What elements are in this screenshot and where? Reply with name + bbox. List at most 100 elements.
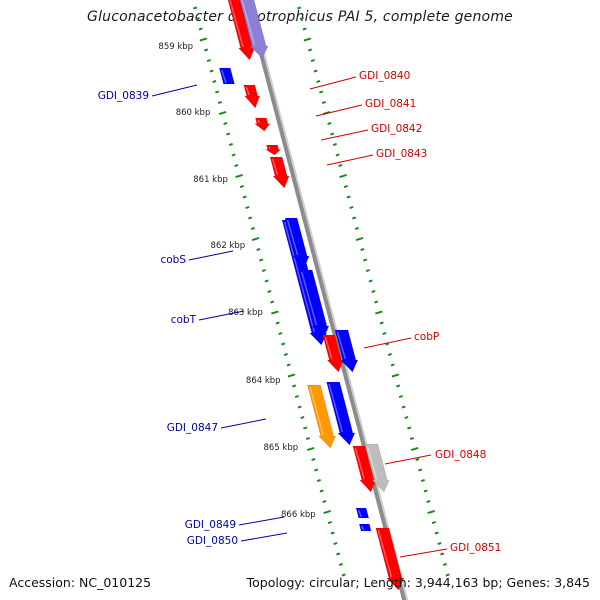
inner-tick-mark	[294, 395, 299, 398]
outer-tick-mark	[440, 552, 445, 556]
gene-arrow-gdi-0843-highlight	[268, 146, 271, 149]
gene-arrow-cobs-top[interactable]	[284, 217, 310, 269]
outer-tick-mark	[371, 290, 376, 293]
gene-arrow-gdi-0847[interactable]	[326, 381, 356, 446]
inner-tick-mark	[314, 468, 319, 472]
inner-tick-mark	[271, 310, 279, 315]
gene-arrow-gdi-0839[interactable]	[218, 67, 237, 85]
gene-label-gdi-0842[interactable]: GDI_0842	[371, 123, 422, 135]
inner-tick-mark	[209, 69, 214, 73]
outer-tick-mark	[302, 27, 307, 31]
inner-tick-mark	[245, 206, 250, 209]
gene-label-cobp[interactable]: cobP	[414, 331, 439, 343]
inner-tick-mark	[292, 384, 297, 388]
gene-arrow-gdi-0841[interactable]	[243, 84, 261, 109]
outer-tick-mark	[355, 236, 364, 242]
gene-arrow-gdi-0842[interactable]	[254, 117, 271, 132]
gene-arrow-gdi-0843b[interactable]	[269, 156, 290, 189]
gene-label-gdi-0843-leader	[326, 154, 374, 166]
inner-tick-mark	[323, 509, 331, 515]
gene-label-cobs[interactable]: cobS	[160, 254, 186, 266]
gene-arrow-gdi-0848-gray[interactable]	[364, 443, 390, 493]
gene-label-gdi-0849-leader	[238, 516, 285, 526]
gene-arrow-cobt-highlight	[301, 271, 318, 326]
inner-tick-mark	[281, 342, 286, 346]
outer-tick-mark	[404, 416, 409, 419]
gene-arrow-purple[interactable]	[239, 0, 269, 59]
inner-tick-mark	[228, 143, 233, 146]
outer-tick-mark	[407, 426, 412, 430]
gene-label-gdi-0839[interactable]: GDI_0839	[98, 90, 149, 102]
gene-arrow-gdi-0851-highlight	[377, 529, 393, 578]
genome-title: Gluconacetobacter diazotrophicus PAI 5, …	[87, 9, 513, 25]
inner-tick-mark	[327, 521, 332, 524]
outer-tick-mark	[374, 300, 379, 304]
gene-label-cobt[interactable]: cobT	[171, 314, 197, 326]
outer-tick-mark	[387, 353, 392, 356]
gene-arrow-purple-highlight	[241, 0, 256, 46]
gene-label-gdi-0851[interactable]: GDI_0851	[450, 542, 501, 554]
outer-tick-mark	[310, 59, 315, 62]
outer-tick-mark	[360, 248, 365, 251]
kbp-tick-label: 860 kbp	[176, 108, 211, 118]
gene-arrow-cobt[interactable]	[298, 269, 330, 339]
gene-label-gdi-0848[interactable]: GDI_0848	[435, 449, 486, 461]
inner-tick-mark	[316, 479, 321, 482]
kbp-tick-label: 862 kbp	[211, 241, 246, 251]
outer-tick-mark	[437, 542, 442, 545]
gene-label-gdi-0843[interactable]: GDI_0843	[376, 148, 427, 160]
inner-tick-mark	[198, 27, 203, 31]
gene-arrow-gdi-0843b-highlight	[271, 158, 279, 176]
outer-tick-mark	[427, 509, 435, 515]
gene-arrow-cobp[interactable]	[322, 334, 344, 373]
gene-arrow-cobs-top-highlight	[286, 219, 299, 256]
gene-label-gdi-0850[interactable]: GDI_0850	[187, 535, 238, 547]
outer-tick-mark	[338, 164, 343, 167]
inner-tick-mark	[239, 185, 244, 188]
outer-tick-mark	[445, 573, 450, 577]
gene-arrow-cobp-rev[interactable]	[334, 329, 359, 373]
gene-label-cobs-leader	[188, 250, 234, 261]
outer-tick-mark	[375, 310, 383, 315]
inner-tick-mark	[212, 80, 217, 83]
inner-tick-mark	[306, 446, 315, 452]
gene-label-gdi-0840[interactable]: GDI_0840	[359, 70, 410, 82]
gene-arrow-gdi-0847-orange[interactable]	[307, 384, 337, 449]
inner-tick-mark	[270, 300, 275, 304]
inner-tick-mark	[341, 573, 346, 577]
outer-tick-mark	[418, 468, 423, 472]
gene-label-gdi-0847[interactable]: GDI_0847	[167, 422, 218, 434]
outer-tick-mark	[415, 458, 420, 461]
gene-arrow-gdi-0843[interactable]	[264, 144, 282, 156]
outer-tick-mark	[426, 500, 431, 503]
inner-tick-mark	[278, 332, 283, 335]
inner-tick-mark	[305, 437, 310, 440]
gene-label-gdi-0849[interactable]: GDI_0849	[185, 519, 236, 531]
inner-tick-mark	[275, 321, 280, 325]
inner-tick-mark	[215, 90, 220, 94]
inner-tick-mark	[322, 500, 327, 503]
gene-arrow-gdi-0849-highlight	[357, 509, 362, 518]
gene-label-gdi-0839-leader	[151, 84, 198, 97]
gene-arrow-gdi-0848[interactable]	[352, 445, 377, 493]
gene-arrow-gdi-0847-orange-highlight	[309, 386, 324, 436]
inner-tick-mark	[242, 195, 247, 199]
gene-arrow-gdi-0849[interactable]	[355, 507, 371, 519]
inner-tick-mark	[297, 405, 302, 409]
outer-tick-mark	[420, 479, 425, 482]
gene-arrow-gdi-0840[interactable]	[227, 0, 256, 61]
inner-tick-mark	[193, 6, 198, 10]
outer-tick-mark	[335, 153, 340, 157]
outer-tick-mark	[330, 132, 335, 136]
inner-tick-mark	[300, 416, 305, 419]
outer-tick-mark	[349, 206, 354, 209]
kbp-tick-label: 861 kbp	[193, 175, 228, 185]
outer-tick-mark	[365, 269, 370, 272]
gene-arrow-gdi-0850-highlight	[361, 525, 365, 531]
outer-tick-mark	[442, 563, 447, 566]
gene-arrow-gdi-0850[interactable]	[358, 523, 374, 532]
inner-tick-mark	[283, 353, 288, 356]
gene-label-gdi-0841[interactable]: GDI_0841	[365, 98, 416, 110]
gene-arrow-gdi-0851[interactable]	[375, 527, 405, 591]
